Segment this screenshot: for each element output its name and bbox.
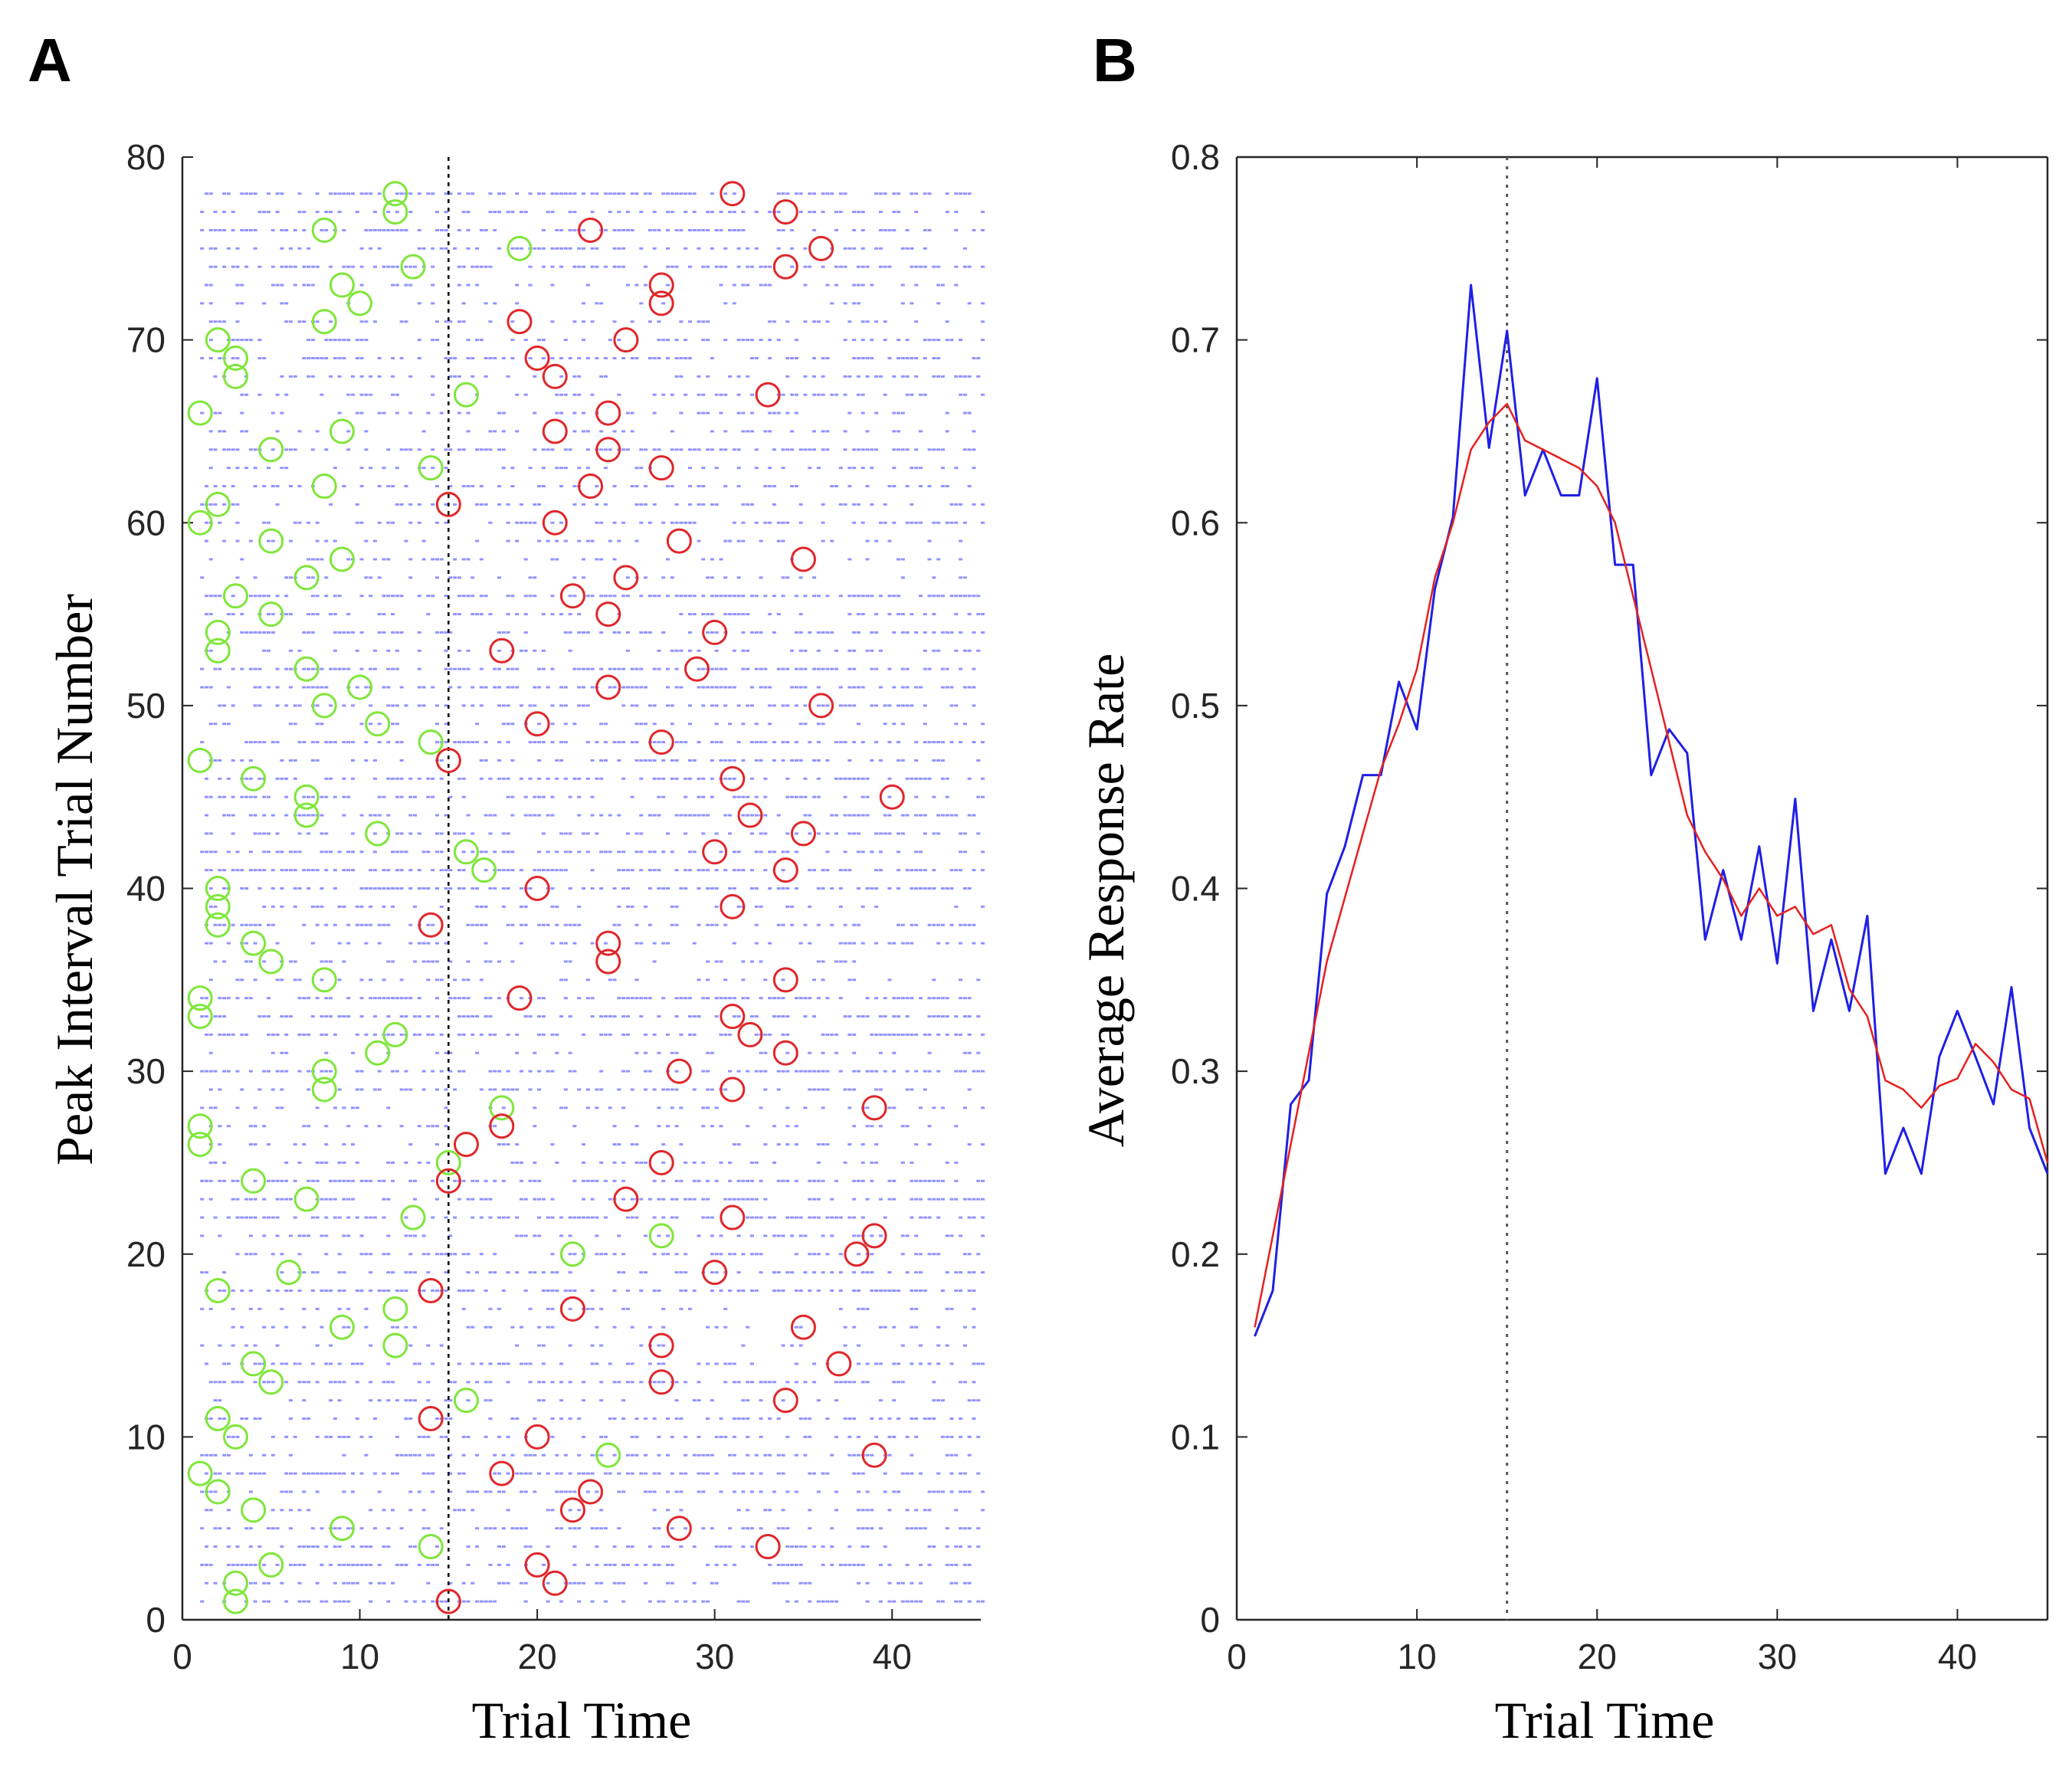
panel-a-x-tick-label: 40 <box>873 1637 912 1676</box>
panel-a-y-tick-label: 30 <box>126 1051 166 1091</box>
panel-a-y-tick-label: 10 <box>126 1417 166 1457</box>
panel-a-x-tick-label: 20 <box>518 1637 557 1676</box>
panel-a-x-tick-label: 30 <box>695 1637 734 1676</box>
panel-a-y-tick-label: 60 <box>126 503 166 542</box>
panel-label-a: A <box>28 26 72 94</box>
panel-a-x-tick-label: 10 <box>340 1637 379 1676</box>
panel-a-y-tick-label: 50 <box>126 686 166 726</box>
panel-a-y-tick-label: 80 <box>126 137 166 177</box>
panel-a-y-tick-label: 0 <box>146 1600 166 1640</box>
panel-a-raster-plot: 0 10 20 30 40 0 10 20 30 40 50 60 70 80 <box>126 137 985 1676</box>
panel-a-y-tick-label: 20 <box>126 1234 166 1274</box>
panel-a-response-ticks <box>200 192 985 1603</box>
panel-label-b: B <box>1093 26 1137 94</box>
panel-a-y-tick-label: 40 <box>126 869 166 909</box>
panel-a-y-tick-label: 70 <box>126 320 166 360</box>
panel-a-x-tick-label: 0 <box>172 1637 192 1676</box>
